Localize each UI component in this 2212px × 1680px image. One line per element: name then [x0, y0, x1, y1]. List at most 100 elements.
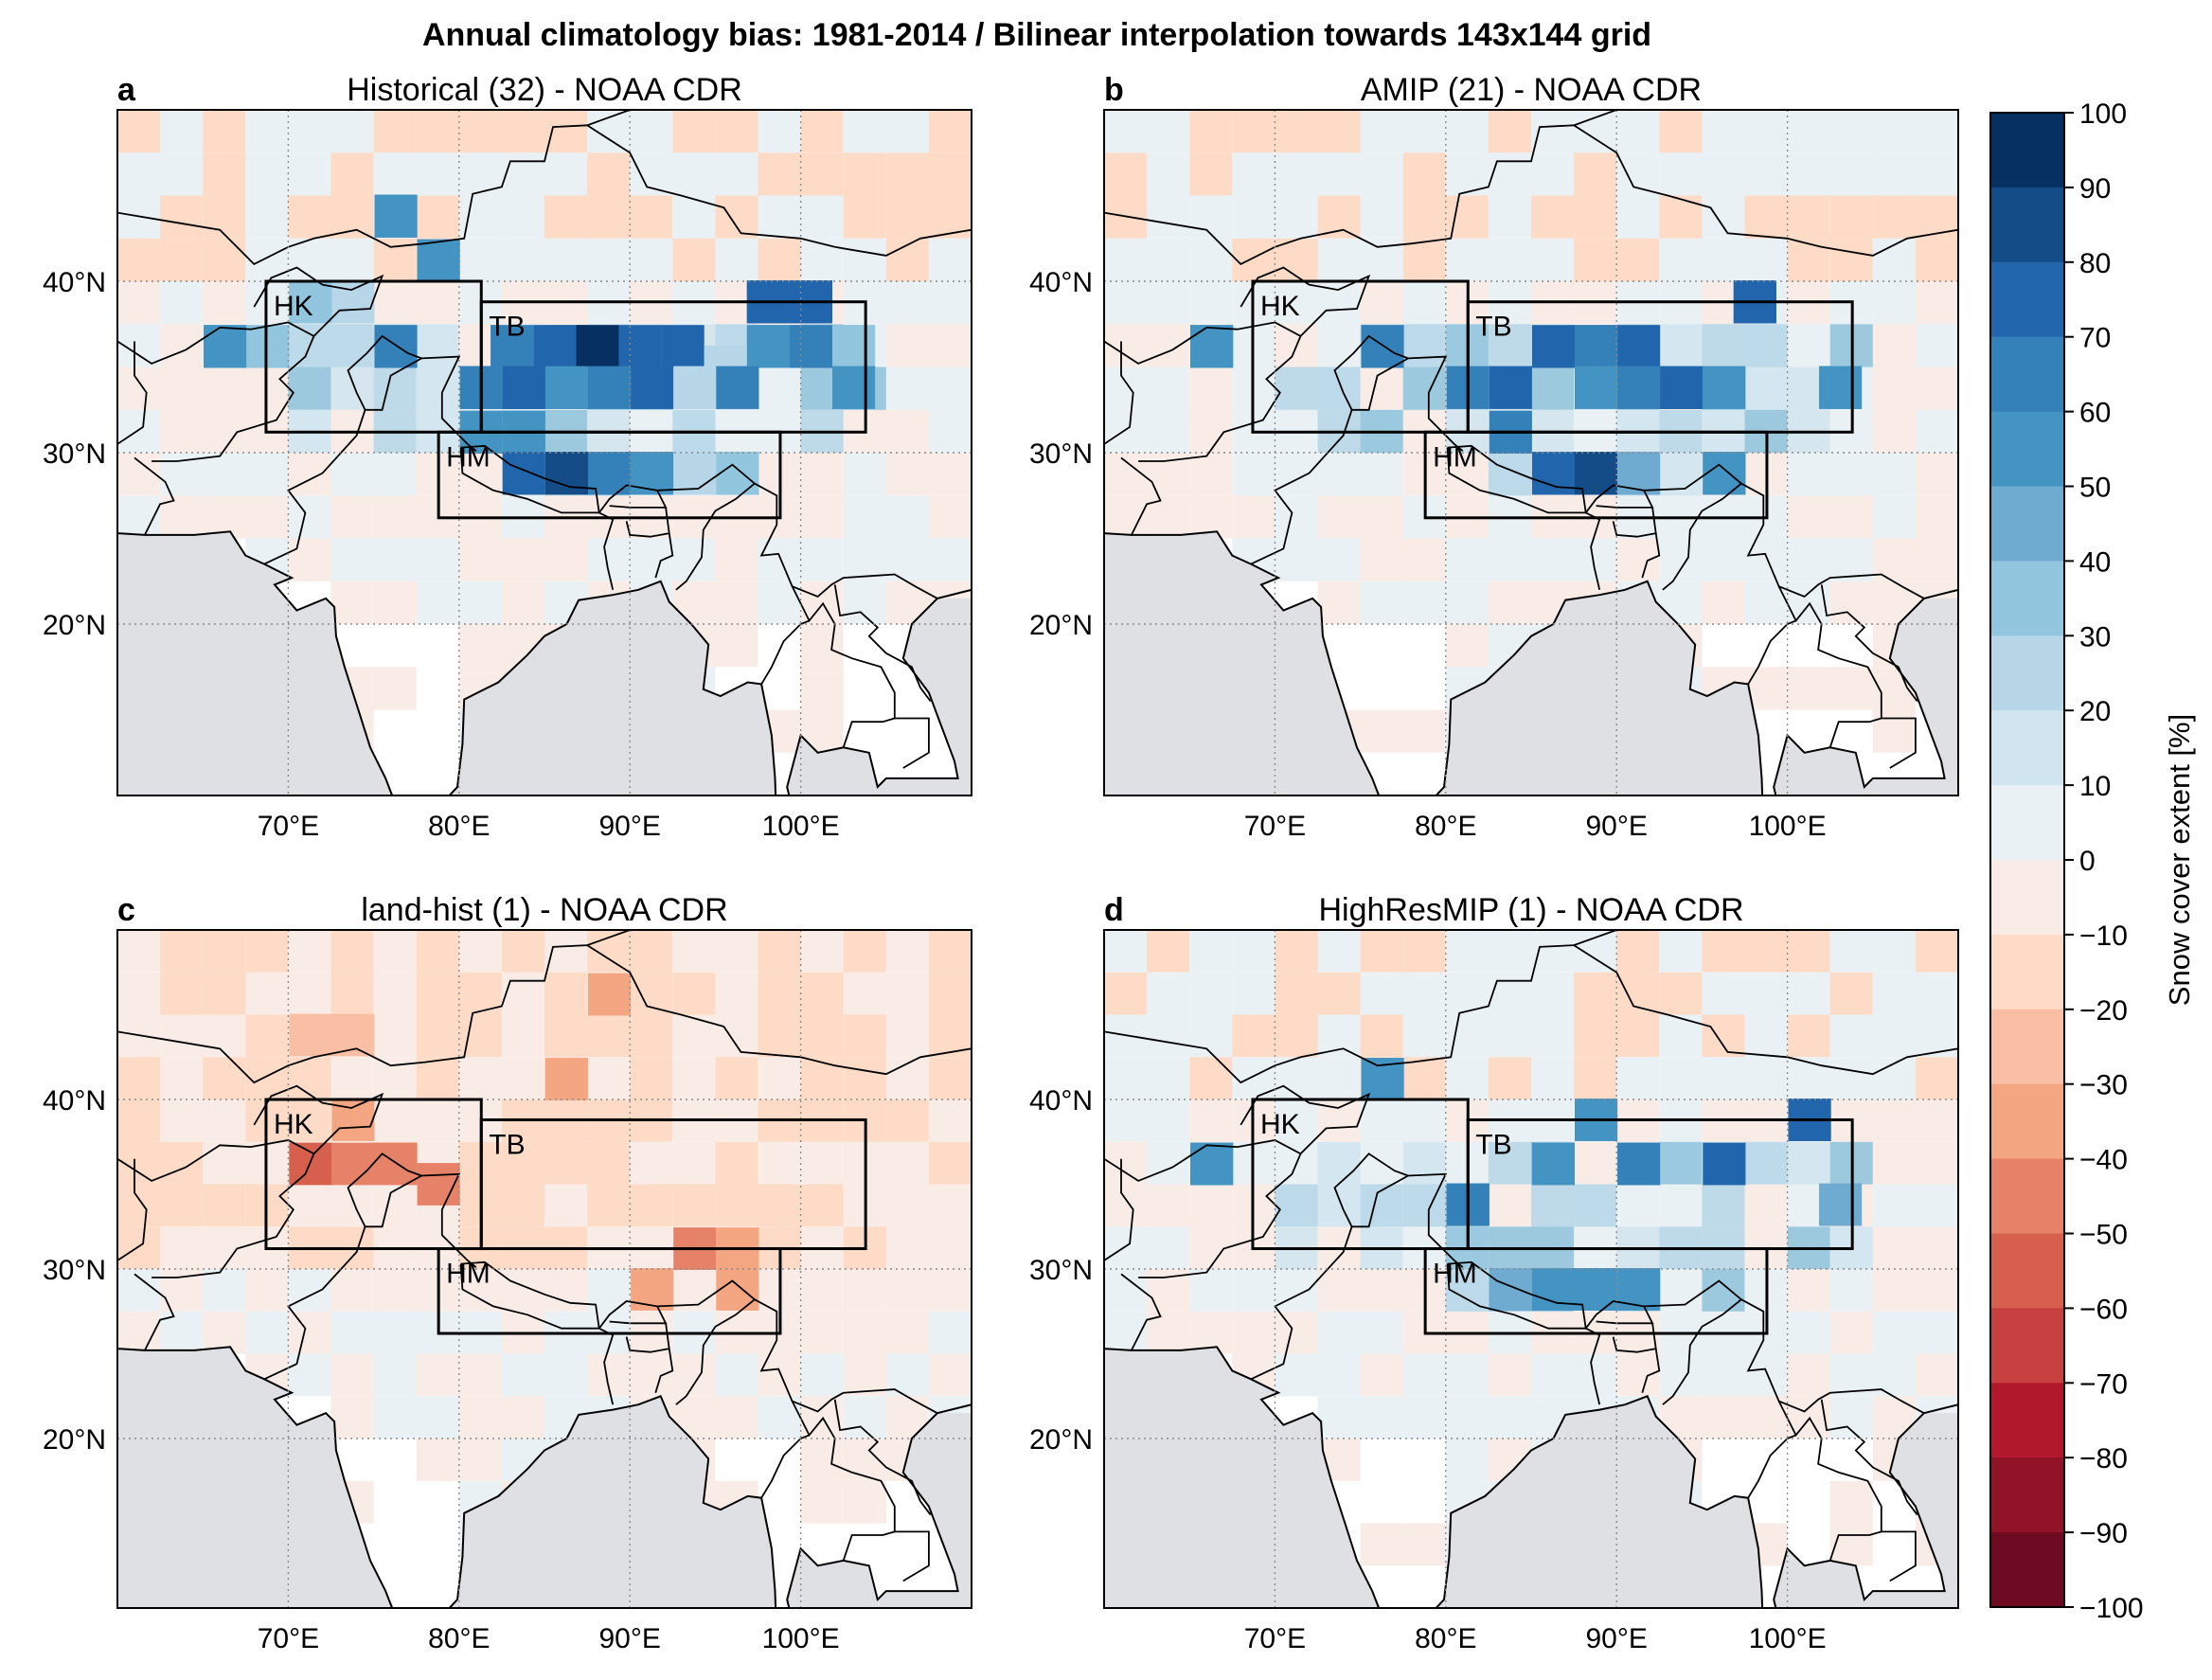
- colorbar-segment: [1990, 1083, 2064, 1160]
- country-borders: [117, 930, 972, 1582]
- bias-cell: [630, 1141, 673, 1185]
- bias-cell: [1317, 1311, 1361, 1354]
- bias-cell: [1531, 152, 1575, 196]
- bias-cell: [1317, 195, 1361, 239]
- bias-cell: [630, 238, 673, 282]
- bias-cell: [630, 1057, 673, 1100]
- bias-cell: [1829, 1311, 1873, 1354]
- bias-cell: [630, 110, 673, 153]
- bias-cell: [1616, 1014, 1660, 1058]
- bias-cell: [758, 972, 801, 1015]
- map-area: HK TB HM: [1104, 110, 1958, 795]
- bias-cell: [1744, 195, 1788, 239]
- bias-cell: [885, 110, 929, 153]
- bias-cell: [1360, 110, 1403, 153]
- bias-cell: [1787, 324, 1830, 367]
- bias-cell: [1317, 1396, 1361, 1439]
- bias-cell: [587, 930, 631, 973]
- colorbar-segment: [1990, 561, 2064, 636]
- bias-cell: [1574, 1014, 1617, 1058]
- bias-cell: [330, 152, 374, 196]
- colorbar-segment: [1990, 860, 2064, 936]
- bias-cell: [1402, 366, 1446, 410]
- bias-cell: [1360, 538, 1403, 581]
- bias-cell: [1872, 1014, 1916, 1058]
- border-line: [1777, 1401, 1917, 1582]
- bias-cell: [885, 930, 929, 973]
- bias-cell: [1787, 238, 1830, 282]
- bias-cell: [1702, 1353, 1745, 1397]
- gridlines: [117, 930, 972, 1608]
- bias-cell: [203, 453, 246, 496]
- bias-cell: [1915, 930, 1958, 973]
- bias-cell: [928, 152, 972, 196]
- bias-cell: [715, 1014, 758, 1058]
- bias-cell: [758, 110, 801, 153]
- bias-cell: [1915, 1226, 1958, 1270]
- lon-tick-label: 80°E: [1415, 811, 1476, 842]
- bias-cell: [1659, 1184, 1703, 1227]
- bias-cell: [843, 972, 886, 1015]
- bias-cell: [160, 195, 204, 239]
- bias-cell: [1275, 281, 1318, 325]
- bias-cell: [1402, 281, 1446, 325]
- bias-cell: [832, 366, 876, 409]
- bias-cell: [544, 930, 588, 973]
- bias-cell: [289, 1013, 332, 1057]
- country-borders: [1104, 110, 1958, 769]
- bias-cell: [330, 1184, 374, 1227]
- bias-cell: [458, 930, 502, 973]
- region-boxes: HK TB HM: [1251, 279, 1854, 520]
- bias-cell: [1659, 110, 1703, 153]
- bias-cell: [203, 152, 246, 196]
- bias-cell: [288, 1099, 331, 1142]
- bias-cell: [928, 1099, 972, 1142]
- bias-cell: [373, 1311, 417, 1354]
- bias-cell: [715, 930, 758, 973]
- colorbar-tick-label: −90: [2079, 1518, 2128, 1549]
- bias-cell: [160, 930, 204, 973]
- bias-cell: [544, 366, 588, 409]
- bias-cell: [1703, 1142, 1746, 1186]
- bias-cell: [843, 238, 886, 282]
- map-frame: [1103, 109, 1959, 796]
- country-borders: [1104, 930, 1958, 1582]
- bias-cell: [1232, 1014, 1275, 1058]
- bias-cell: [1616, 1184, 1660, 1227]
- ocean-arabian-sea: [1104, 1347, 1382, 1608]
- bias-cell: [117, 281, 161, 325]
- bias-cell: [1275, 1184, 1318, 1227]
- bias-cell: [1829, 930, 1873, 973]
- bias-cell: [1787, 1141, 1830, 1185]
- bias-cell: [1360, 930, 1403, 973]
- bias-cell: [1275, 152, 1318, 196]
- bias-cell: [330, 1353, 374, 1397]
- bias-cell: [672, 930, 716, 973]
- bias-cell: [1232, 195, 1275, 239]
- bias-cell: [672, 195, 716, 239]
- bias-cell: [1488, 1396, 1531, 1439]
- bias-cell: [416, 324, 459, 367]
- bias-cell: [501, 930, 544, 973]
- bias-cell: [1617, 325, 1661, 368]
- bias-cell: [1744, 366, 1788, 410]
- map-panel-a: HK TB HM a Historical (32) - NOAA CDR 70°E 80°…: [43, 72, 972, 842]
- lon-tick-label: 90°E: [1586, 811, 1648, 842]
- bias-cell: [1787, 1014, 1830, 1058]
- lon-tick-label: 70°E: [258, 1623, 319, 1654]
- bias-cell: [800, 1141, 844, 1185]
- colorbar-segment: [1990, 1009, 2064, 1085]
- bias-cell: [501, 538, 544, 581]
- bias-cell: [1616, 238, 1660, 282]
- bias-cell: [1402, 1396, 1446, 1439]
- bias-cell: [1317, 110, 1361, 153]
- bias-cell: [588, 973, 632, 1016]
- bias-cell: [1872, 152, 1916, 196]
- bias-cell: [1360, 1396, 1403, 1439]
- bias-cell: [1616, 152, 1660, 196]
- bias-cell: [1915, 281, 1958, 325]
- bias-cell: [288, 366, 331, 410]
- border-line: [1104, 341, 1134, 445]
- bias-cell: [928, 930, 972, 973]
- border-line: [1641, 532, 1661, 579]
